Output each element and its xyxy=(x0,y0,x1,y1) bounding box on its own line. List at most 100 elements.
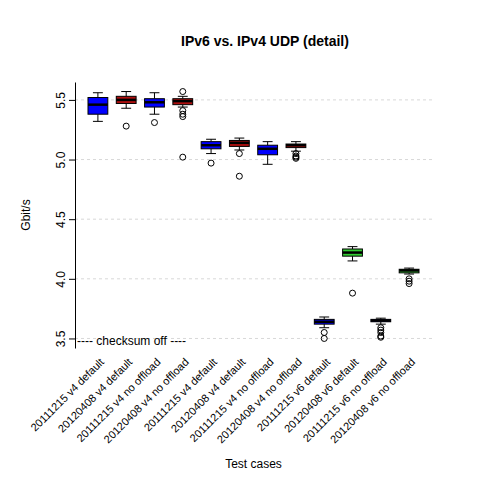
x-tick-label: 20120408 v6 no offload xyxy=(328,356,418,446)
title: IPv6 vs. IPv4 UDP (detail) xyxy=(181,33,349,49)
outlier xyxy=(406,281,412,287)
box xyxy=(399,269,419,273)
x-tick: 20120408 v6 no offload xyxy=(328,356,418,446)
box xyxy=(88,98,108,115)
whisker xyxy=(154,93,155,99)
median xyxy=(116,99,136,102)
box xyxy=(258,145,278,155)
outlier xyxy=(151,120,157,126)
outlier xyxy=(293,155,299,161)
median xyxy=(399,269,419,272)
whisker-cap xyxy=(121,91,131,92)
box-group xyxy=(343,247,363,297)
y-tick-label: 4.5 xyxy=(54,211,68,228)
plot-area xyxy=(88,89,419,342)
median xyxy=(173,100,193,103)
y-axis: 3.5 4.0 4.5 5.0 5.5 xyxy=(54,83,76,349)
median xyxy=(145,101,165,104)
y-tick-mark xyxy=(69,279,75,280)
whisker-cap xyxy=(263,141,273,142)
y-tick-label: 4.0 xyxy=(54,271,68,288)
whisker xyxy=(126,103,127,108)
median xyxy=(229,142,249,145)
y-axis-line xyxy=(75,83,76,349)
whisker xyxy=(154,107,155,114)
box xyxy=(286,144,306,148)
box xyxy=(371,319,391,321)
outlier xyxy=(208,160,214,166)
grid-line xyxy=(75,159,432,160)
box-group xyxy=(173,89,193,161)
whisker-cap xyxy=(348,260,358,261)
box-group xyxy=(201,139,221,166)
y-tick: 4.5 xyxy=(54,211,75,228)
y-tick-label: 5.5 xyxy=(54,92,68,109)
outlier xyxy=(321,329,327,335)
box xyxy=(145,99,165,107)
grid-line xyxy=(75,99,432,100)
y-tick-mark xyxy=(69,160,75,161)
annotation: ---- checksum off ---- xyxy=(77,334,186,348)
whisker-cap xyxy=(206,153,216,154)
whisker xyxy=(97,93,98,98)
y-tick-mark xyxy=(69,100,75,101)
outlier xyxy=(350,290,356,296)
box xyxy=(201,142,221,149)
whisker xyxy=(97,114,98,121)
y-tick: 5.0 xyxy=(54,151,75,168)
median xyxy=(314,321,334,324)
whisker-cap xyxy=(178,96,188,97)
box-group xyxy=(88,93,108,122)
outlier xyxy=(180,114,186,120)
whisker-cap xyxy=(263,164,273,165)
median xyxy=(258,148,278,151)
median xyxy=(343,251,363,254)
box-group xyxy=(116,92,136,130)
box-group xyxy=(145,93,165,126)
whisker-cap xyxy=(121,108,131,109)
y-tick: 3.5 xyxy=(54,330,75,347)
outlier xyxy=(321,335,327,341)
box xyxy=(314,319,334,324)
box-group xyxy=(229,138,249,179)
outlier xyxy=(236,173,242,179)
y-tick: 5.5 xyxy=(54,92,75,109)
y-tick-mark xyxy=(69,219,75,220)
whisker-cap xyxy=(150,114,160,115)
background xyxy=(0,0,480,480)
whisker-cap xyxy=(348,246,358,247)
whisker-cap xyxy=(319,327,329,328)
grid xyxy=(75,100,432,339)
whisker-cap xyxy=(319,316,329,317)
whisker-cap xyxy=(376,318,386,319)
whisker xyxy=(267,155,268,165)
grid-line xyxy=(75,278,432,279)
median xyxy=(88,103,108,106)
whisker-cap xyxy=(93,121,103,122)
box xyxy=(229,140,249,146)
box-group xyxy=(371,318,391,340)
outlier xyxy=(378,334,384,340)
box xyxy=(116,96,136,103)
y-axis-title: Gbit/s xyxy=(19,199,33,230)
box-group xyxy=(258,142,278,165)
outlier xyxy=(180,154,186,160)
box-group xyxy=(314,317,334,341)
box-group xyxy=(286,142,306,162)
box xyxy=(173,99,193,105)
y-tick: 4.0 xyxy=(54,271,75,288)
box-group xyxy=(399,268,419,287)
y-tick-label: 5.0 xyxy=(54,151,68,168)
whisker xyxy=(126,92,127,97)
whisker xyxy=(239,146,240,150)
median xyxy=(286,144,306,147)
grid-line xyxy=(75,219,432,220)
whisker-cap xyxy=(150,92,160,93)
y-tick-label: 3.5 xyxy=(54,330,68,347)
whisker xyxy=(352,256,353,261)
whisker xyxy=(267,142,268,146)
whisker-cap xyxy=(404,274,414,275)
whisker-cap xyxy=(404,268,414,269)
whisker xyxy=(324,324,325,328)
outlier xyxy=(123,123,129,129)
